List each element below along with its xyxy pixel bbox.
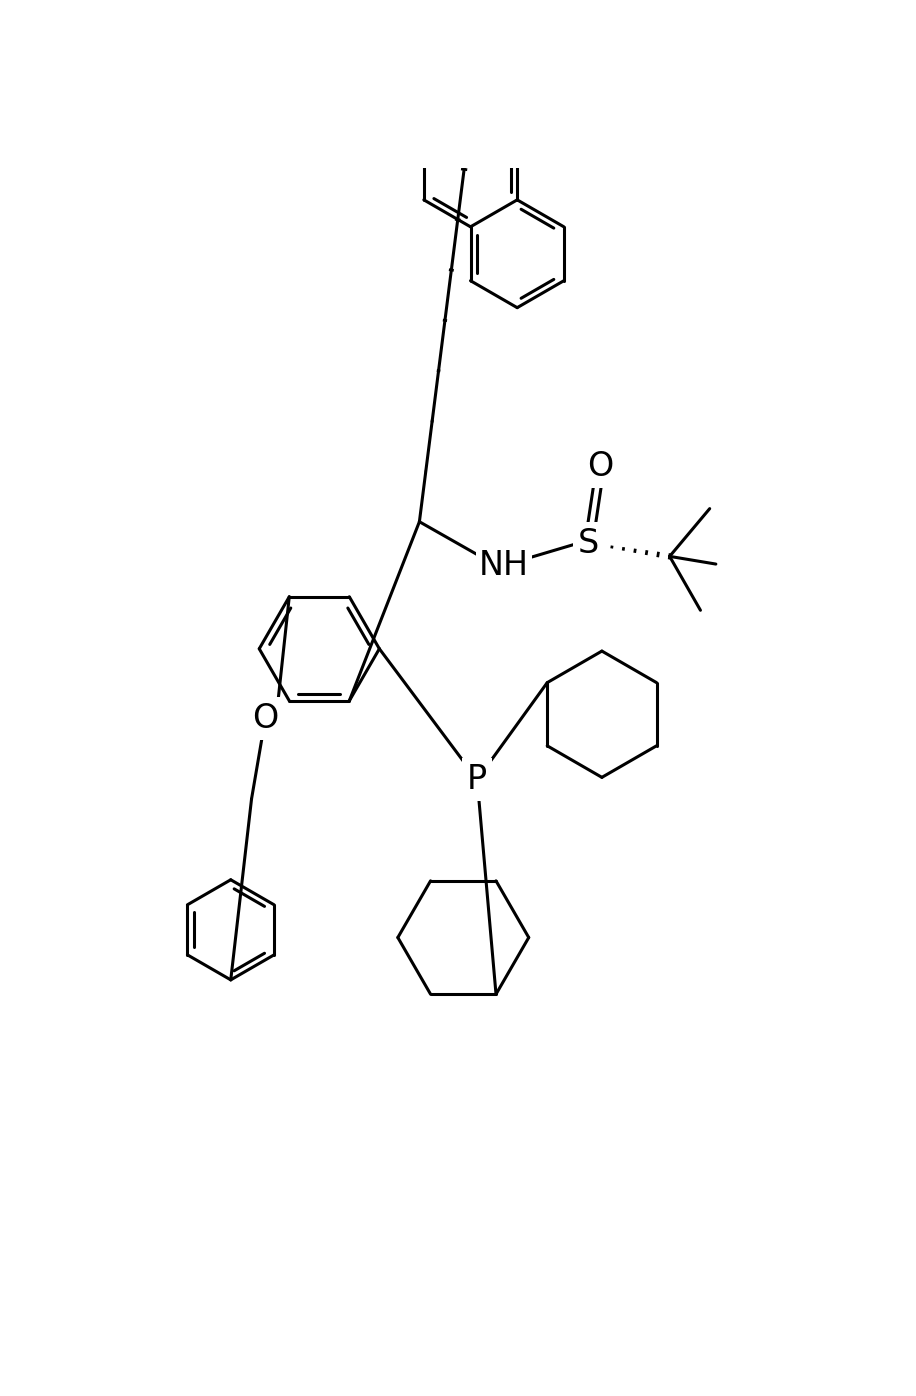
Text: O: O [252,702,278,734]
Text: P: P [467,764,487,796]
Text: S: S [578,526,599,560]
Text: O: O [587,450,614,483]
Text: NH: NH [479,549,529,582]
